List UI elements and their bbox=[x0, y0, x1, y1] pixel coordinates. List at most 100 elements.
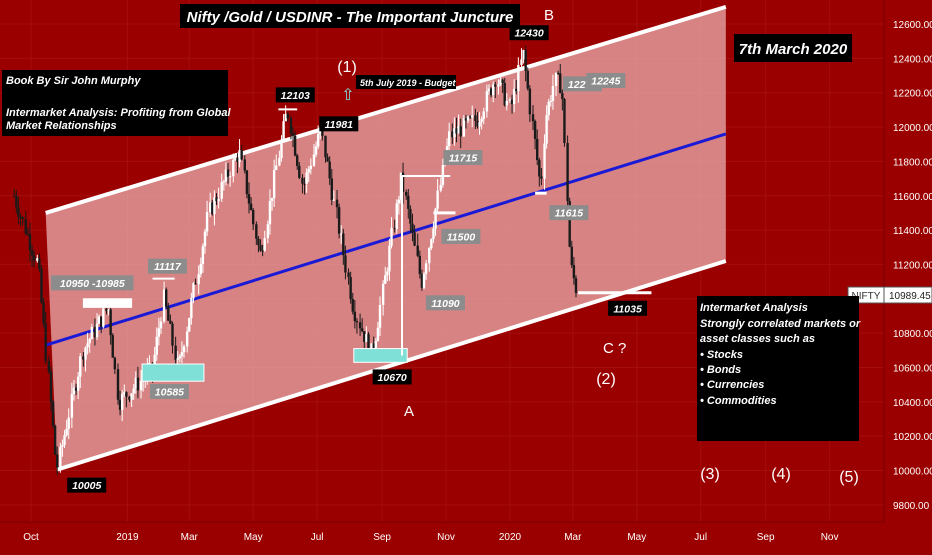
price-label: 11500 bbox=[441, 228, 481, 244]
candle-body bbox=[153, 354, 156, 372]
candle-body bbox=[520, 59, 523, 65]
candle-body bbox=[344, 255, 347, 273]
candle-body bbox=[268, 200, 272, 225]
candle-body bbox=[86, 343, 89, 348]
candle-body bbox=[224, 169, 228, 182]
candle-body bbox=[275, 165, 278, 170]
candle-body bbox=[476, 120, 479, 127]
candle-body bbox=[13, 195, 16, 197]
candle-body bbox=[360, 328, 364, 332]
candle-body bbox=[82, 356, 85, 360]
resistance-zone-10950 bbox=[82, 298, 133, 308]
candle-body bbox=[125, 392, 128, 397]
candle-body bbox=[395, 203, 398, 229]
candle-body bbox=[570, 246, 573, 266]
candle-body bbox=[167, 306, 170, 321]
candle-body bbox=[424, 263, 428, 274]
candle-body bbox=[355, 321, 359, 323]
candle-body bbox=[79, 356, 82, 377]
price-tick-label: 11800.00 bbox=[893, 157, 932, 168]
candle-body bbox=[455, 128, 458, 134]
info-item-bonds: • Bonds bbox=[700, 364, 741, 376]
candle-body bbox=[301, 177, 304, 184]
price-tick-label: 11600.00 bbox=[893, 192, 932, 203]
candle-body bbox=[159, 321, 163, 329]
candle-body bbox=[245, 170, 249, 195]
candle-body bbox=[107, 309, 110, 312]
price-label: 11090 bbox=[425, 295, 465, 311]
candle-body bbox=[270, 197, 274, 201]
candle-body bbox=[95, 323, 99, 338]
candle-body bbox=[42, 302, 45, 324]
price-label-text: 10585 bbox=[155, 387, 184, 399]
candle-body bbox=[255, 224, 258, 239]
price-axis[interactable]: 12600.00 12400.00 12200.00 12000.00 11800.00… bbox=[893, 20, 932, 512]
candle-body bbox=[485, 91, 489, 112]
wave-5-label: (5) bbox=[839, 469, 859, 486]
candle-body bbox=[72, 387, 76, 394]
candle-body bbox=[515, 88, 518, 92]
candle-body bbox=[376, 327, 380, 342]
candle-body bbox=[447, 131, 451, 147]
candle-body bbox=[547, 101, 550, 116]
candle-body bbox=[65, 428, 68, 436]
candle-body bbox=[286, 113, 289, 119]
date-label: 7th March 2020 bbox=[739, 41, 848, 58]
candle-body bbox=[462, 118, 466, 137]
candle-body bbox=[118, 399, 122, 410]
candle-body bbox=[282, 121, 285, 140]
candle-body bbox=[309, 165, 313, 170]
candle-body bbox=[441, 165, 445, 185]
candle-body bbox=[113, 357, 117, 370]
candle-body bbox=[312, 154, 316, 166]
candle-body bbox=[559, 73, 562, 94]
candles bbox=[13, 45, 578, 476]
candle-body bbox=[321, 127, 324, 136]
candle-body bbox=[505, 100, 509, 106]
candle-body bbox=[418, 255, 422, 274]
candle-body bbox=[386, 271, 389, 276]
candle-body bbox=[44, 323, 47, 362]
info-item-stocks: • Stocks bbox=[700, 349, 743, 361]
candle-body bbox=[130, 393, 133, 400]
price-label-text: 11090 bbox=[431, 298, 460, 310]
candle-body bbox=[247, 194, 251, 204]
candle-body bbox=[353, 311, 357, 322]
time-tick-label: Jul bbox=[311, 532, 324, 543]
candle-body bbox=[291, 133, 295, 136]
candle-body bbox=[128, 396, 131, 400]
candle-body bbox=[404, 192, 408, 196]
wave-b-label: B bbox=[544, 7, 554, 24]
price-tick-label: 10600.00 bbox=[893, 363, 932, 374]
candle-body bbox=[132, 388, 135, 394]
candle-body bbox=[464, 118, 468, 121]
info-item-currencies: • Currencies bbox=[700, 379, 764, 391]
candle-body bbox=[263, 238, 266, 251]
book-line1: Book By Sir John Murphy bbox=[6, 75, 141, 87]
candle-body bbox=[228, 176, 232, 178]
time-tick-label: Oct bbox=[23, 532, 39, 543]
candle-body bbox=[393, 227, 396, 229]
price-label-text: 11117 bbox=[154, 261, 182, 273]
candle-body bbox=[480, 119, 483, 122]
candle-body bbox=[384, 275, 387, 284]
candle-body bbox=[205, 212, 209, 232]
time-axis[interactable]: Oct 2019 Mar May Jul Sep Nov 2020 Mar May Jul Sep No… bbox=[23, 532, 838, 543]
candle-body bbox=[280, 139, 283, 159]
price-tick-label: 12200.00 bbox=[893, 89, 932, 100]
budget-note: 5th July 2019 - Budget bbox=[360, 78, 457, 88]
candle-body bbox=[501, 79, 504, 83]
price-label: 11117 bbox=[147, 258, 187, 274]
candle-body bbox=[517, 64, 520, 92]
price-channel bbox=[45, 4, 727, 472]
candle-body bbox=[201, 246, 205, 265]
candle-body bbox=[209, 202, 212, 213]
candle-body bbox=[102, 308, 105, 327]
candle-body bbox=[363, 331, 366, 343]
info-line1: Intermarket Analysis bbox=[700, 302, 808, 314]
nifty-price-tag: NIFTY 10989.45 bbox=[847, 286, 932, 304]
candle-body bbox=[28, 234, 32, 251]
candle-body bbox=[222, 181, 226, 183]
